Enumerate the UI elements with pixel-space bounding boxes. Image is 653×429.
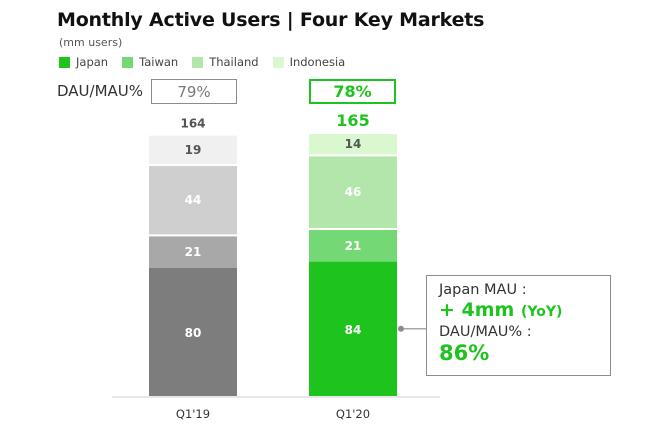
data-label-q119-taiwan: 21 xyxy=(185,245,202,259)
legend: Japan Taiwan Thailand Indonesia xyxy=(59,55,359,69)
total-label-q119: 164 xyxy=(180,117,205,131)
legend-swatch-thailand xyxy=(192,56,204,68)
callout-yoy: (YoY) xyxy=(520,304,563,320)
bar-segment-q119-indonesia xyxy=(149,135,237,164)
dau-mau-box-q119: 79% xyxy=(151,79,237,104)
bar-segment-q120-indonesia xyxy=(309,134,397,155)
data-label-q120-taiwan: 21 xyxy=(345,239,362,253)
callout-mau-change: + 4mm xyxy=(439,299,515,321)
bar-segment-q119-thailand xyxy=(149,166,237,235)
data-label-q120-indonesia: 14 xyxy=(345,137,362,151)
data-label-q119-indonesia: 19 xyxy=(185,143,202,157)
bar-segment-q120-thailand xyxy=(309,156,397,228)
legend-swatch-indonesia xyxy=(272,56,284,68)
total-label-q120: 165 xyxy=(336,111,369,130)
callout-japan-mau-label: Japan MAU : xyxy=(439,282,527,298)
legend-item-japan: Japan xyxy=(59,55,108,69)
legend-item-taiwan: Taiwan xyxy=(122,55,178,69)
bar-segment-q120-taiwan xyxy=(309,230,397,262)
dau-mau-label: DAU/MAU% xyxy=(57,82,144,100)
callout-japan-mau-value: + 4mm (YoY) xyxy=(439,299,610,324)
legend-label-japan: Japan xyxy=(76,55,109,69)
chart-subtitle: (mm users) xyxy=(59,36,123,49)
callout-connector-dot xyxy=(398,325,404,332)
legend-swatch-japan xyxy=(59,56,70,68)
bar-segment-q119-japan xyxy=(149,268,237,396)
japan-callout-box: Japan MAU : + 4mm (YoY) DAU/MAU% : 86% xyxy=(426,275,611,376)
legend-swatch-taiwan xyxy=(122,56,134,68)
legend-label-thailand: Thailand xyxy=(209,55,259,69)
x-tick-label-q120: Q1'20 xyxy=(336,407,370,421)
bar-segment-q120-japan xyxy=(309,261,397,396)
callout-dau-mau-value: 86% xyxy=(439,341,490,365)
data-label-q119-japan: 80 xyxy=(185,326,202,340)
legend-item-thailand: Thailand xyxy=(192,55,259,69)
x-tick-label-q119: Q1'19 xyxy=(176,407,210,421)
bar-segment-q119-taiwan xyxy=(149,236,237,268)
legend-label-taiwan: Taiwan xyxy=(139,55,179,69)
dau-mau-box-q120: 78% xyxy=(309,79,396,104)
data-label-q120-thailand: 46 xyxy=(345,185,362,199)
data-label-q120-japan: 84 xyxy=(345,323,362,337)
data-label-q119-thailand: 44 xyxy=(185,193,202,207)
callout-dau-mau-label: DAU/MAU% : xyxy=(439,324,532,340)
legend-label-indonesia: Indonesia xyxy=(289,55,346,69)
chart-title: Monthly Active Users | Four Key Markets xyxy=(57,9,485,31)
legend-item-indonesia: Indonesia xyxy=(272,55,346,69)
